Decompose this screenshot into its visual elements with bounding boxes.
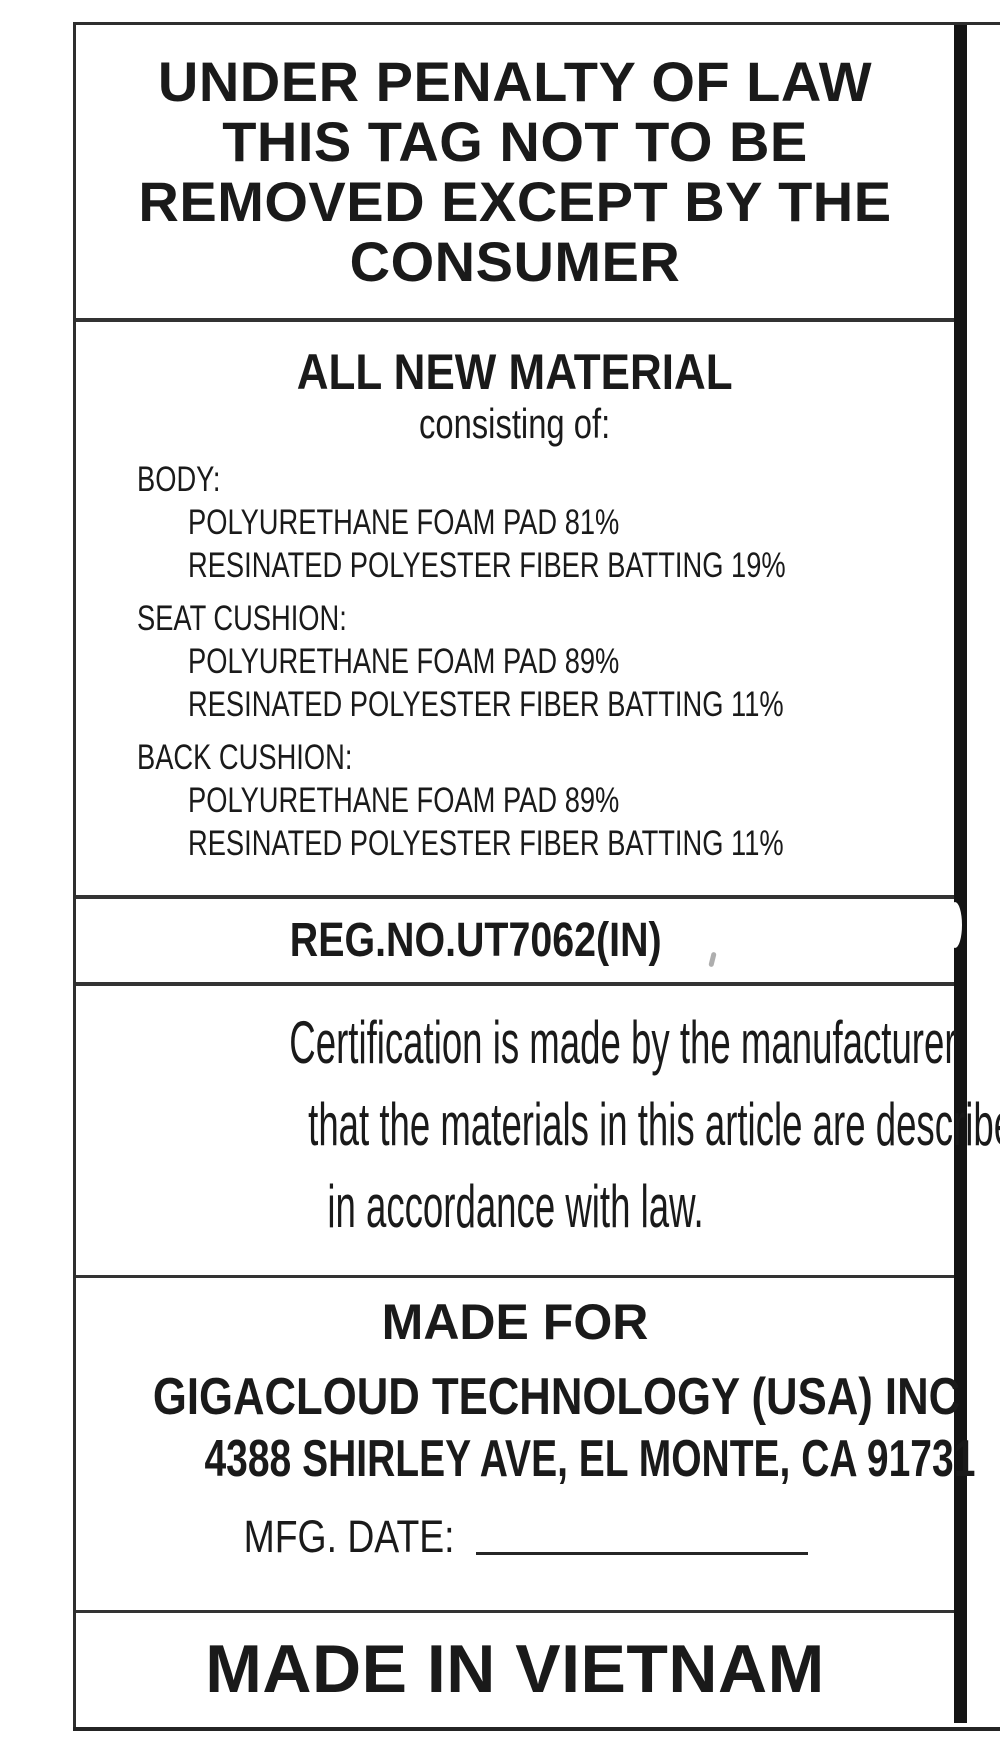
material-subtitle: consisting of: — [76, 400, 954, 448]
material-item: RESINATED POLYESTER FIBER BATTING 11% — [188, 824, 784, 863]
label-border-top — [73, 22, 1000, 25]
material-group-back-cushion: BACK CUSHION: POLYURETHANE FOAM PAD 89% … — [137, 736, 954, 865]
material-subtitle-text: consisting of: — [419, 400, 611, 447]
penalty-notice-line: UNDER PENALTY OF LAW — [157, 49, 873, 113]
registration-number: REG.NO.UT7062(IN) — [290, 914, 662, 967]
edge-bar-notch — [948, 902, 962, 948]
section-divider-5 — [76, 1610, 954, 1613]
made-for-heading: MADE FOR — [381, 1294, 649, 1350]
material-contents-section: ALL NEW MATERIAL consisting of: BODY: PO… — [76, 322, 954, 895]
material-item: RESINATED POLYESTER FIBER BATTING 19% — [188, 546, 786, 585]
registration-section: REG.NO.UT7062(IN) — [76, 899, 954, 982]
material-item: RESINATED POLYESTER FIBER BATTING 11% — [188, 685, 784, 724]
company-name: GIGACLOUD TECHNOLOGY (USA) INC — [152, 1368, 961, 1426]
material-group-name: BACK CUSHION: — [137, 738, 353, 777]
label-border-bottom — [73, 1727, 1000, 1731]
material-title: ALL NEW MATERIAL — [76, 344, 954, 400]
material-title-text: ALL NEW MATERIAL — [297, 344, 733, 400]
certification-line: Certification is made by the manufacture… — [289, 1009, 957, 1076]
origin-section: MADE IN VIETNAM — [76, 1613, 954, 1725]
company-address: 4388 SHIRLEY AVE, EL MONTE, CA 91731 — [204, 1430, 976, 1488]
made-for-section: MADE FOR GIGACLOUD TECHNOLOGY (USA) INC … — [76, 1278, 976, 1610]
material-group-name: BODY: — [137, 460, 221, 499]
certification-section: Certification is made by the manufacture… — [76, 986, 1000, 1275]
penalty-notice-line: CONSUMER — [349, 229, 681, 293]
material-item: POLYURETHANE FOAM PAD 89% — [188, 781, 620, 820]
mfg-date-row: MFG. DATE: — [76, 1512, 954, 1562]
certification-line: in accordance with law. — [326, 1173, 704, 1240]
penalty-notice-section: UNDER PENALTY OF LAW THIS TAG NOT TO BE … — [76, 25, 954, 318]
section-divider-4 — [76, 1275, 954, 1278]
penalty-notice-line: REMOVED EXCEPT BY THE — [138, 169, 892, 233]
mfg-date-blank-line — [476, 1512, 809, 1555]
section-divider-1 — [76, 318, 954, 322]
section-divider-2 — [76, 895, 954, 899]
material-group-body: BODY: POLYURETHANE FOAM PAD 81% RESINATE… — [137, 458, 954, 587]
material-list: BODY: POLYURETHANE FOAM PAD 81% RESINATE… — [76, 458, 954, 865]
label-right-edge-bar — [954, 25, 967, 1723]
section-divider-3 — [76, 982, 954, 986]
material-item: POLYURETHANE FOAM PAD 81% — [188, 503, 620, 542]
material-item: POLYURETHANE FOAM PAD 89% — [188, 642, 620, 681]
label-border-left — [73, 22, 76, 1731]
origin-text: MADE IN VIETNAM — [205, 1631, 825, 1707]
certification-line: that the materials in this article are d… — [308, 1091, 1000, 1158]
material-group-name: SEAT CUSHION: — [137, 599, 347, 638]
penalty-notice-line: THIS TAG NOT TO BE — [222, 109, 808, 173]
mfg-date-label: MFG. DATE: — [243, 1511, 455, 1562]
material-group-seat-cushion: SEAT CUSHION: POLYURETHANE FOAM PAD 89% … — [137, 597, 954, 726]
